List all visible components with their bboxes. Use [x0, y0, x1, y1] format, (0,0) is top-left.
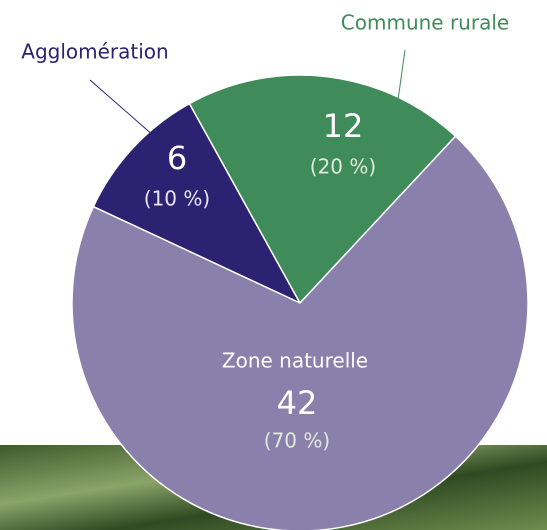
slice-label: Zone naturelle: [222, 349, 368, 373]
percent-label: (10 %): [144, 187, 210, 211]
value-label: 12: [323, 107, 364, 145]
leader-line: [398, 50, 405, 100]
slice-label: Commune rurale: [341, 11, 509, 35]
value-label: 42: [277, 384, 318, 422]
value-label: 6: [167, 139, 187, 177]
slice-label: Agglomération: [21, 40, 168, 64]
percent-label: (20 %): [310, 155, 376, 179]
leader-line: [90, 80, 170, 150]
chart: Agglomération 6 (10 %) Commune rurale 12 (20 …: [0, 0, 547, 530]
percent-label: (70 %): [264, 429, 330, 453]
